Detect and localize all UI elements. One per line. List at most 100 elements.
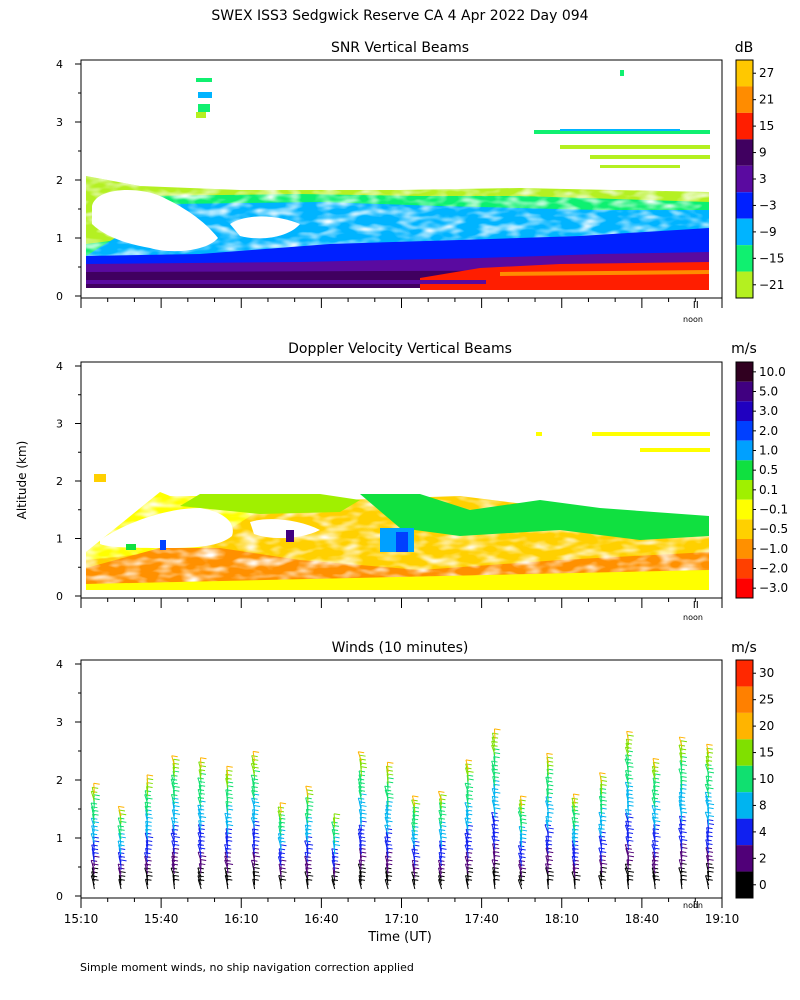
wind-barb xyxy=(544,824,549,835)
colorbar-swatch xyxy=(736,539,753,559)
y-tick-label: 4 xyxy=(56,360,63,373)
wind-barb xyxy=(706,827,710,838)
wind-barb xyxy=(518,864,523,875)
colorbar-label: −0.1 xyxy=(759,503,788,517)
wind-barb xyxy=(252,809,256,820)
wind-barb-flag xyxy=(332,828,339,831)
colorbar-swatch xyxy=(736,381,753,402)
wind-barb xyxy=(705,863,710,874)
wind-barb-flag xyxy=(387,761,394,764)
colorbar-label: −1.0 xyxy=(759,542,788,556)
wind-barb xyxy=(331,852,336,863)
wind-barb xyxy=(705,839,710,850)
wind-barb xyxy=(706,752,710,763)
wind-barb xyxy=(172,763,175,774)
wind-barb xyxy=(678,815,683,826)
wind-barb-flag xyxy=(144,801,152,804)
wind-barb xyxy=(706,779,710,790)
wind-barb xyxy=(491,824,496,834)
x-axis-label: Time (UT) xyxy=(367,930,432,945)
wind-barb-flag xyxy=(251,755,258,758)
wind-barb xyxy=(546,879,549,890)
colorbar-swatch xyxy=(736,460,753,480)
wind-barb xyxy=(144,856,149,867)
wind-barb-flag xyxy=(599,831,606,834)
wind-barb-flag xyxy=(519,848,526,851)
wind-barb-flag xyxy=(173,812,181,815)
wind-barb xyxy=(90,791,95,802)
winds-title: Winds (10 minutes) xyxy=(332,640,469,656)
wind-barb xyxy=(465,852,469,863)
wind-barb-flag xyxy=(93,798,100,801)
wind-barb-flag xyxy=(547,807,554,810)
wind-barb xyxy=(171,782,175,793)
wind-barb xyxy=(145,825,149,836)
wind-barb xyxy=(546,768,549,779)
wind-barb xyxy=(598,796,603,807)
wind-barb xyxy=(464,856,469,867)
wind-barb-flag xyxy=(627,870,635,873)
wind-barb xyxy=(170,794,175,805)
wind-barb-flag xyxy=(412,878,419,881)
wind-barb-flag xyxy=(253,770,261,773)
wind-barb-flag xyxy=(627,734,634,737)
wind-barb xyxy=(625,754,630,765)
colorbar-frame xyxy=(735,361,754,599)
snr-noon-label: noon xyxy=(683,315,703,324)
wind-barb xyxy=(197,797,202,807)
wind-barb xyxy=(653,824,656,835)
wind-barb-flag xyxy=(385,828,393,831)
wind-barb xyxy=(90,818,95,828)
colorbar-swatch xyxy=(736,245,753,272)
wind-barb-flag xyxy=(359,801,366,804)
wind-barb xyxy=(198,840,202,851)
wind-barb xyxy=(411,848,416,859)
wind-barb-flag xyxy=(547,874,554,877)
wind-barb xyxy=(624,813,629,824)
wind-barb-flag xyxy=(546,756,554,759)
wind-barb xyxy=(90,833,95,844)
wind-barb-flag xyxy=(305,863,312,866)
wind-barb-flag xyxy=(118,817,125,820)
wind-barb-flag xyxy=(681,846,688,849)
wind-barb-flag xyxy=(439,798,446,801)
wind-barb xyxy=(171,828,175,839)
wind-barb xyxy=(305,797,309,808)
wind-barb xyxy=(171,863,175,874)
wind-barb-flag xyxy=(199,835,206,838)
wind-barb xyxy=(626,789,630,800)
wind-barb xyxy=(599,788,603,799)
wind-barb xyxy=(305,809,309,820)
wind-barb-flag xyxy=(198,792,205,795)
wind-barb-flag xyxy=(466,851,473,854)
wind-barb-flag xyxy=(226,765,233,768)
wind-barb xyxy=(651,859,656,870)
wind-barb xyxy=(358,879,362,890)
wind-barb xyxy=(652,828,656,839)
wind-barb xyxy=(386,801,389,812)
wind-barb xyxy=(598,835,603,846)
wind-barb xyxy=(384,824,389,835)
wind-barb xyxy=(331,821,336,832)
wind-barb-flag xyxy=(680,819,687,822)
wind-barb-flag xyxy=(147,778,154,781)
wind-barb xyxy=(492,831,496,842)
wind-barb xyxy=(250,817,256,828)
wind-barb-flag xyxy=(519,856,526,859)
wind-barb xyxy=(171,856,175,866)
wind-barb xyxy=(145,828,149,839)
wind-barb xyxy=(678,867,683,878)
wind-barb xyxy=(704,784,710,794)
x-tick-label: 16:10 xyxy=(224,912,259,926)
wind-barb xyxy=(384,836,389,847)
wind-barb xyxy=(464,863,469,874)
wind-barb-flag xyxy=(571,797,579,800)
wind-barb-flag xyxy=(493,771,501,774)
wind-barb xyxy=(117,867,122,878)
wind-barb-flag xyxy=(252,878,259,881)
wind-barb xyxy=(332,840,336,851)
wind-barb xyxy=(411,860,416,871)
wind-barb xyxy=(91,848,95,859)
wind-barb-flag xyxy=(359,754,366,757)
colorbar-label: 0 xyxy=(759,878,767,892)
